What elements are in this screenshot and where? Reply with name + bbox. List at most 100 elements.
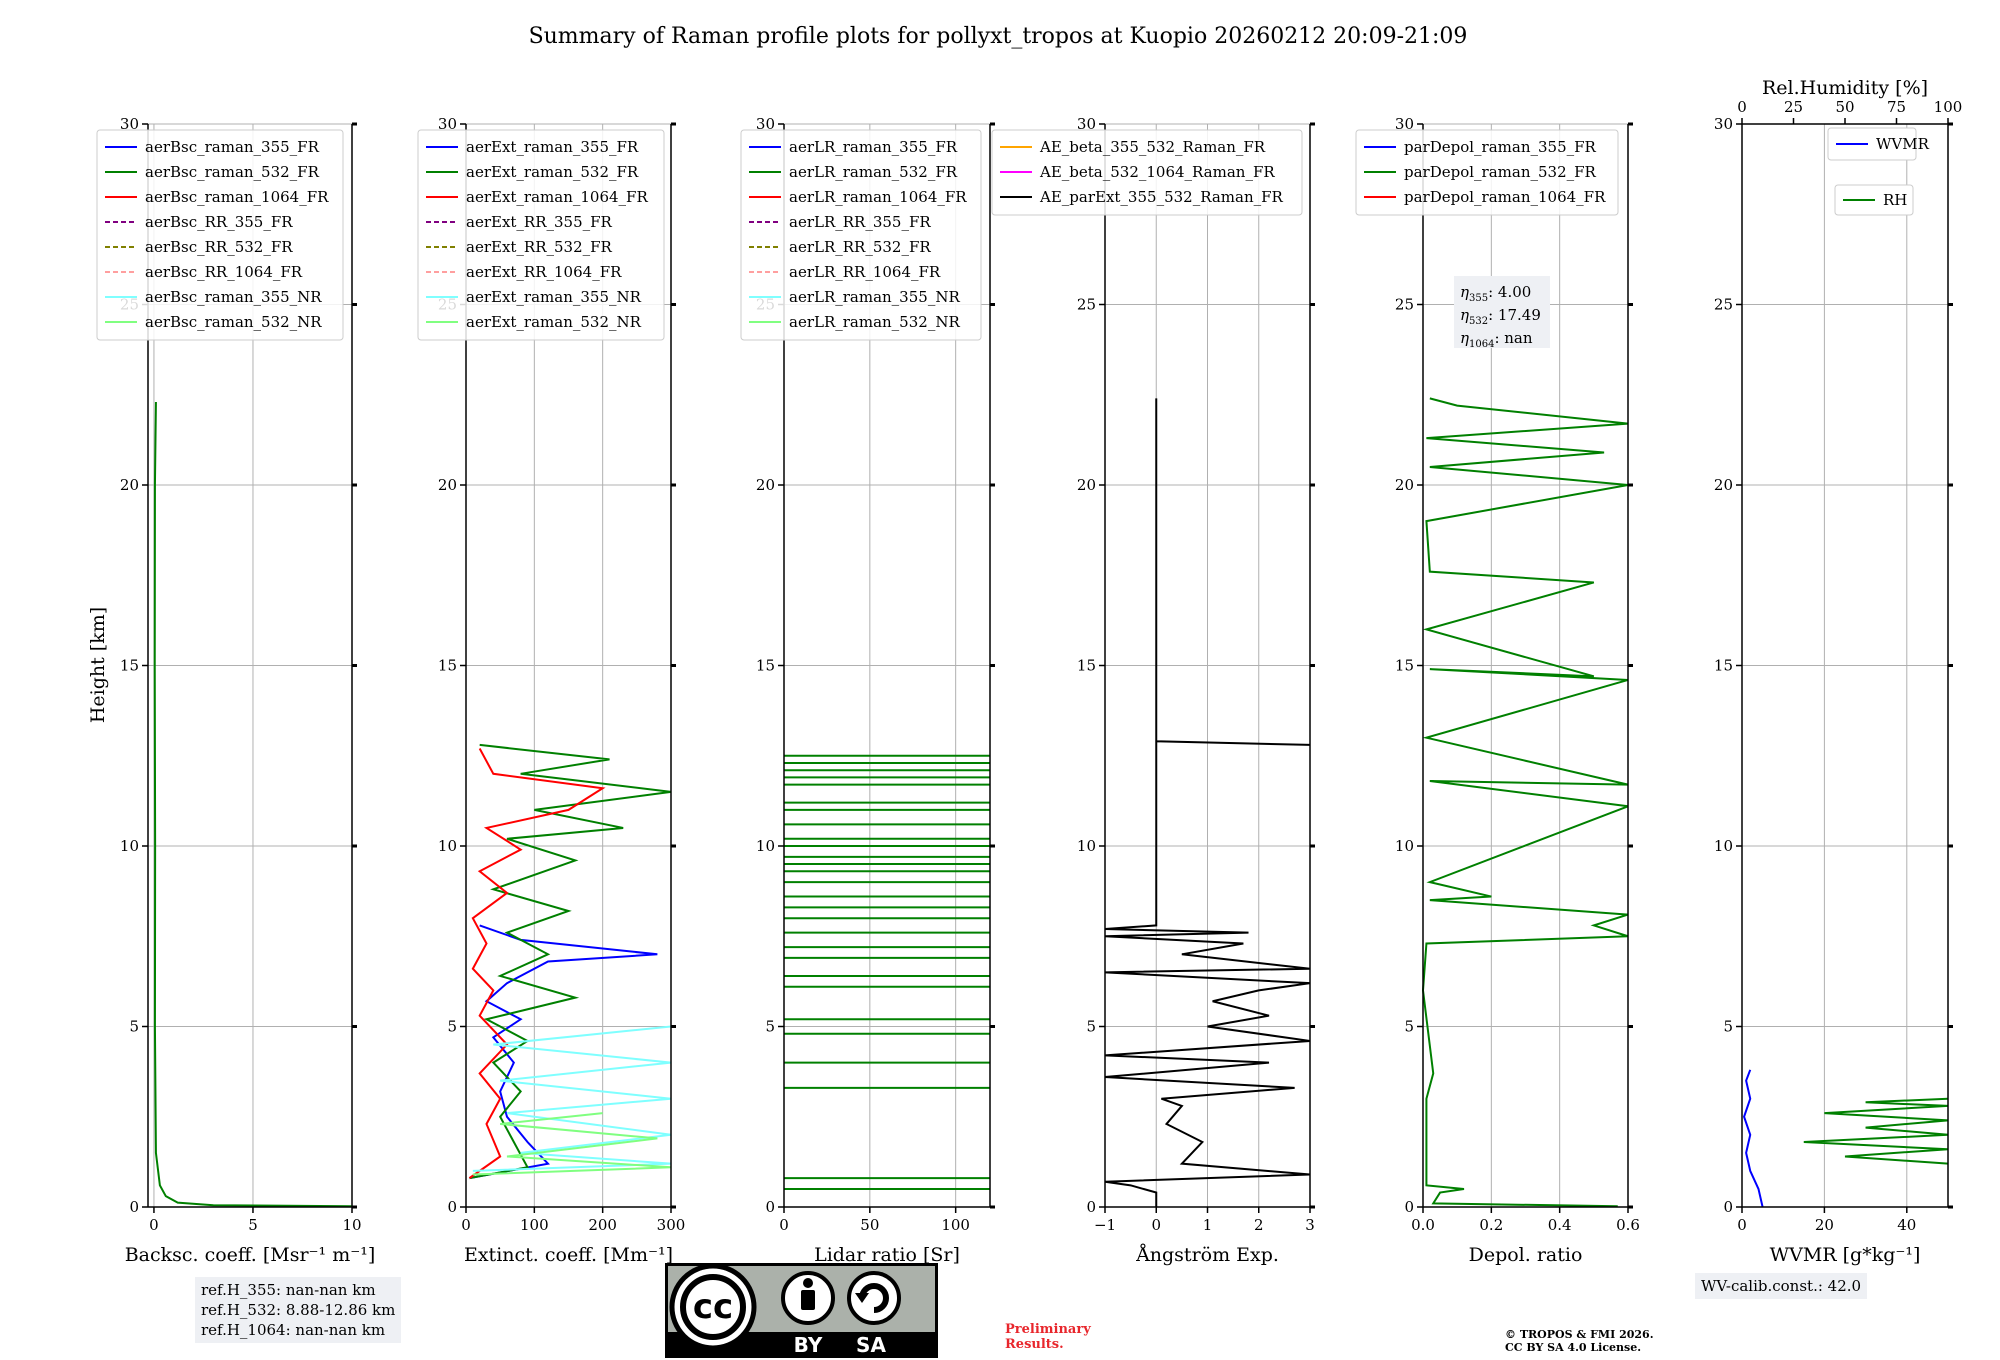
x-tick-label: 0 [461, 1216, 471, 1234]
y-tick-label: 15 [756, 657, 775, 675]
legend-label: aerBsc_raman_1064_FR [145, 188, 329, 206]
y-tick-label: 15 [1395, 657, 1414, 675]
series-line-aerExt_raman_1064_FR [468, 748, 606, 1179]
legend-box [96, 129, 344, 341]
x-tick-label: 200 [588, 1216, 617, 1234]
x-tick-label: 1 [1203, 1216, 1213, 1234]
y-tick-label: 15 [120, 657, 139, 675]
eta-box [1454, 276, 1550, 348]
x-tick-label: 0.6 [1616, 1216, 1640, 1234]
x-tick-label: 0 [149, 1216, 159, 1234]
series-line-aerExt_raman_532_NR [472, 1112, 672, 1176]
legend-label: AE_parExt_355_532_Raman_FR [1039, 188, 1284, 206]
y-tick-label: 0 [447, 1198, 457, 1216]
wv-calib-const: WV-calib.const.: 42.0 [1701, 1277, 1862, 1295]
legend-label: aerBsc_RR_532_FR [145, 238, 293, 256]
eta-355: η355: 4.00 [1460, 283, 1531, 304]
y-tick-label: 10 [438, 837, 457, 855]
y-tick-label: 30 [438, 115, 457, 133]
cc-by-label: BY [794, 1333, 823, 1357]
y-tick-label: 0 [1086, 1198, 1096, 1216]
x-tick-label: 50 [860, 1216, 879, 1234]
y-tick-label: 30 [1714, 115, 1733, 133]
x-axis-label: Depol. ratio [1469, 1244, 1583, 1266]
cc-sa-label: SA [856, 1333, 886, 1357]
y-tick-label: 10 [756, 837, 775, 855]
sa-share-alike-icon [847, 1271, 901, 1325]
x-tick-label: 100 [520, 1216, 549, 1234]
legend: parDepol_raman_355_FR parDepol_raman_532_… [1355, 129, 1619, 216]
x-tick-label: 2 [1254, 1216, 1264, 1234]
x-axis-label: Extinct. coeff. [Mm⁻¹] [464, 1244, 673, 1266]
legend-label: parDepol_raman_355_FR [1404, 138, 1597, 156]
x-tick-label: 10 [342, 1216, 361, 1234]
legend-label: aerExt_raman_1064_FR [466, 188, 648, 206]
series-line-AE_parExt_355_532_Raman_FR [1104, 398, 1311, 1207]
legend-box [417, 129, 665, 341]
series-line-aerExt_raman_532_FR [469, 743, 672, 1180]
y-tick-label: 30 [120, 115, 139, 133]
legend-box [991, 129, 1303, 216]
y-tick-label: 5 [1404, 1018, 1414, 1036]
legend-box [740, 129, 982, 341]
legend-label: WVMR [1876, 135, 1930, 153]
x-axis-label: Ångström Exp. [1135, 1244, 1279, 1266]
legend-label: aerLR_RR_532_FR [789, 238, 931, 256]
series-line-WVMR [1743, 1069, 1764, 1208]
legend-label: aerExt_RR_355_FR [466, 213, 613, 231]
x-tick-label: 300 [657, 1216, 686, 1234]
x-tick-label: 100 [941, 1216, 970, 1234]
y-tick-label: 10 [1714, 837, 1733, 855]
legend-rh: RH [1834, 184, 1914, 216]
legend-box [1827, 127, 1917, 161]
panel-depolarization: 0 5 10 15 20 25 30 0.0 0.2 0.4 0.6 Depol. ratio parD… [1355, 115, 1640, 1266]
legend-label: aerBsc_raman_355_FR [145, 138, 320, 156]
y-tick-label: 10 [1077, 837, 1096, 855]
panel-lidar_ratio: 051015202530050100Lidar ratio [Sr]aerLR_… [740, 115, 995, 1266]
top-x-tick-label: 50 [1835, 98, 1854, 116]
series-line-parDepol_raman_532_FR [1421, 397, 1629, 1208]
legend: aerExt_raman_355_FR aerExt_raman_532_FRae… [417, 129, 665, 341]
wv-calib-box: WV-calib.const.: 42.0 [1695, 1273, 1868, 1299]
top-x-tick-label: 100 [1934, 98, 1963, 116]
legend-label: aerLR_raman_355_NR [789, 288, 960, 306]
legend-label: RH [1883, 191, 1907, 209]
legend-label: aerLR_raman_532_FR [789, 163, 958, 181]
legend-label: aerBsc_RR_355_FR [145, 213, 293, 231]
x-tick-label: 0 [779, 1216, 789, 1234]
y-tick-label: 5 [1723, 1018, 1733, 1036]
top-x-tick-label: 25 [1784, 98, 1803, 116]
legend: aerBsc_raman_355_FR aerBsc_raman_532_FRae… [96, 129, 344, 341]
y-tick-label: 0 [1404, 1198, 1414, 1216]
series-line-RH [1803, 1097, 1949, 1165]
eta-532: η532: 17.49 [1460, 306, 1541, 327]
legend-label: aerExt_raman_532_FR [466, 163, 639, 181]
legend-label: parDepol_raman_532_FR [1404, 163, 1597, 181]
x-tick-label: 0.0 [1411, 1216, 1435, 1234]
legend-label: aerBsc_RR_1064_FR [145, 263, 303, 281]
preliminary-note: Preliminary Results. [1005, 1322, 1091, 1352]
y-tick-label: 20 [756, 476, 775, 494]
series-line-aerBsc_raman_532_FR [153, 401, 353, 1208]
y-tick-label: 20 [120, 476, 139, 494]
figure-title: Summary of Raman profile plots for polly… [529, 24, 1468, 49]
x-tick-label: 0 [1151, 1216, 1161, 1234]
legend-label: AE_beta_355_532_Raman_FR [1039, 138, 1266, 156]
x-tick-label: 0.2 [1479, 1216, 1503, 1234]
y-tick-label: 5 [447, 1018, 457, 1036]
legend-label: aerLR_raman_355_FR [789, 138, 958, 156]
y-tick-label: 30 [1395, 115, 1414, 133]
preliminary-line-1: Preliminary [1005, 1322, 1091, 1337]
ref-h-532: ref.H_532: 8.88-12.86 km [201, 1301, 396, 1319]
x-tick-label: 5 [248, 1216, 258, 1234]
legend-label: aerExt_raman_355_NR [466, 288, 642, 306]
series-line-aerExt_raman_355_NR [472, 1025, 672, 1172]
legend-label: aerLR_RR_355_FR [789, 213, 931, 231]
legend-label: aerLR_raman_532_NR [789, 313, 960, 331]
y-tick-label: 25 [1714, 296, 1733, 314]
top-x-axis-label: Rel.Humidity [%] [1762, 77, 1928, 99]
legend: AE_beta_355_532_Raman_FR AE_beta_532_1064… [991, 129, 1303, 216]
